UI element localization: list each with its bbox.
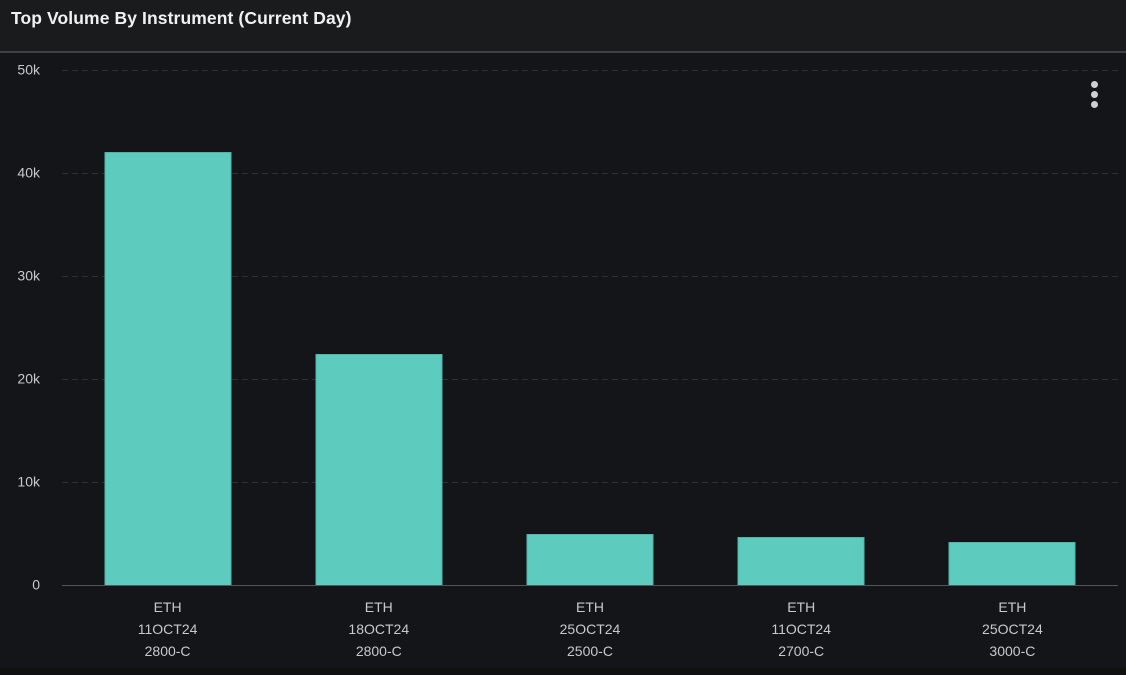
bar-ETH-18OCT24-2800-C[interactable] bbox=[315, 354, 443, 585]
x-tick-line: ETH bbox=[998, 599, 1027, 615]
y-tick-label-40k: 40k bbox=[17, 164, 40, 181]
x-tick-line: 11OCT24 bbox=[771, 621, 832, 637]
bar-band bbox=[273, 70, 484, 585]
kebab-dot bbox=[1090, 80, 1098, 88]
bar-ETH-11OCT24-2700-C[interactable] bbox=[737, 537, 865, 585]
y-tick-label-20k: 20k bbox=[17, 370, 40, 387]
x-axis-line bbox=[62, 585, 1118, 586]
bar-ETH-25OCT24-3000-C[interactable] bbox=[948, 541, 1076, 585]
gridline-20k bbox=[62, 379, 1118, 380]
x-tick-line: 2700-C bbox=[778, 643, 825, 659]
gridline-30k bbox=[62, 276, 1118, 277]
gridline-50k bbox=[62, 70, 1118, 71]
x-tick-line: ETH bbox=[153, 599, 182, 615]
x-tick-label-ETH-11OCT24-2800-C: ETH 11OCT24 2800-C bbox=[62, 596, 273, 662]
y-tick-label-50k: 50k bbox=[17, 61, 40, 78]
y-tick-label-30k: 30k bbox=[17, 267, 40, 284]
x-tick-label-ETH-11OCT24-2700-C: ETH 11OCT24 2700-C bbox=[696, 596, 907, 662]
bar-band bbox=[484, 70, 695, 585]
y-tick-label-10k: 10k bbox=[17, 473, 40, 490]
gridline-40k bbox=[62, 173, 1118, 174]
y-tick-label-0: 0 bbox=[32, 576, 40, 593]
x-tick-line: 2500-C bbox=[567, 643, 613, 659]
x-tick-label-ETH-18OCT24-2800-C: ETH 18OCT24 2800-C bbox=[273, 596, 484, 662]
x-tick-line: 25OCT24 bbox=[982, 621, 1043, 637]
x-tick-line: 2800-C bbox=[355, 643, 402, 659]
bar-band bbox=[62, 70, 273, 585]
x-axis-labels: ETH 11OCT24 2800-C ETH 18OCT24 2800-C ETH 25OCT… bbox=[62, 596, 1118, 664]
bar-chart-plot bbox=[62, 70, 1118, 585]
bar-band bbox=[696, 70, 907, 585]
chart-title: Top Volume By Instrument (Current Day) bbox=[11, 8, 352, 28]
kebab-dot bbox=[1090, 90, 1098, 98]
x-tick-label-ETH-25OCT24-2500-C: ETH 25OCT24 2500-C bbox=[484, 596, 695, 662]
x-tick-line: 25OCT24 bbox=[559, 621, 621, 637]
kebab-dot bbox=[1090, 100, 1098, 108]
gridline-10k bbox=[62, 482, 1118, 483]
x-tick-label-ETH-25OCT24-3000-C: ETH 25OCT24 3000-C bbox=[907, 596, 1118, 662]
x-tick-line: 18OCT24 bbox=[348, 621, 410, 637]
panel-header: Top Volume By Instrument (Current Day) bbox=[0, 0, 1126, 53]
x-tick-line: 2800-C bbox=[144, 643, 191, 659]
x-tick-line: ETH bbox=[364, 599, 393, 615]
x-tick-line: 3000-C bbox=[989, 643, 1036, 659]
kebab-menu-icon[interactable] bbox=[1084, 76, 1104, 112]
bar-ETH-11OCT24-2800-C[interactable] bbox=[104, 152, 232, 585]
x-tick-line: ETH bbox=[575, 599, 604, 615]
bar-ETH-25OCT24-2500-C[interactable] bbox=[526, 533, 654, 585]
bar-series bbox=[62, 70, 1118, 585]
x-tick-line: ETH bbox=[787, 599, 816, 615]
bar-band bbox=[907, 70, 1118, 585]
x-tick-line: 11OCT24 bbox=[137, 621, 198, 637]
